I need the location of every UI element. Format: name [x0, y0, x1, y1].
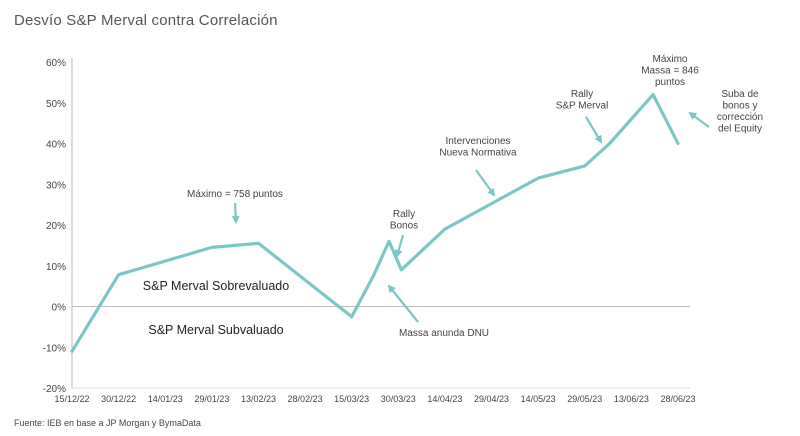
series-line — [70, 92, 680, 353]
y-tick-label: 60% — [46, 58, 66, 69]
region-labels: S&P Merval Sobrevaluado S&P Merval Subval… — [143, 279, 289, 337]
y-tick-label: 50% — [46, 99, 66, 110]
annotation-text: corrección — [717, 112, 763, 123]
annotation-text: Bonos — [390, 221, 418, 232]
annotation-text: del Equity — [718, 124, 762, 135]
y-tick-label: 20% — [46, 221, 66, 232]
series-group — [70, 92, 680, 353]
y-tick-label: 10% — [46, 262, 66, 273]
annotation-text: Massa anunda DNU — [399, 328, 489, 339]
chart-title: Desvío S&P Merval contra Correlación — [14, 12, 278, 29]
x-tick-label: 28/06/23 — [660, 394, 695, 404]
x-tick-labels: 15/12/22 30/12/22 14/01/23 29/01/23 13/02/23… — [54, 394, 695, 404]
annotation-text: Massa = 846 — [641, 66, 699, 77]
annotation-text: Intervenciones — [445, 136, 510, 147]
annotation-arrow — [688, 111, 710, 128]
annotation-arrow — [585, 116, 603, 144]
x-tick-label: 28/02/23 — [288, 394, 323, 404]
annotation-text: S&P Merval — [556, 101, 609, 112]
region-label: S&P Merval Subvaluado — [148, 323, 283, 337]
x-tick-label: 15/03/23 — [334, 394, 369, 404]
x-tick-label: 30/12/22 — [101, 394, 136, 404]
annotation-arrow — [475, 169, 496, 197]
annotation-text: Rally — [393, 209, 415, 220]
annotations-group: Máximo = 758 puntosRallyBonosIntervencio… — [187, 54, 763, 339]
x-tick-label: 29/04/23 — [474, 394, 509, 404]
annotation-arrow — [387, 284, 419, 323]
annotation-text: Máximo = 758 puntos — [187, 189, 283, 200]
x-tick-label: 14/01/23 — [148, 394, 183, 404]
y-tick-label: -10% — [43, 343, 66, 354]
x-tick-label: 14/05/23 — [521, 394, 556, 404]
annotation-text: puntos — [655, 77, 685, 88]
annotation-text: Nueva Normativa — [439, 148, 517, 159]
y-tick-label: 40% — [46, 140, 66, 151]
region-label: S&P Merval Sobrevaluado — [143, 279, 289, 293]
x-tick-label: 14/04/23 — [427, 394, 462, 404]
x-tick-label: 30/03/23 — [381, 394, 416, 404]
annotation-arrow — [231, 202, 240, 224]
y-tick-label: 0% — [52, 303, 67, 314]
annotation-text: Suba de — [721, 89, 759, 100]
y-tick-labels: 60% 50% 40% 30% 20% 10% 0% -10% -20% — [43, 58, 66, 395]
y-tick-label: 30% — [46, 180, 66, 191]
chart-axes — [71, 58, 690, 389]
x-tick-label: 29/05/23 — [567, 394, 602, 404]
chart-source: Fuente: IEB en base a JP Morgan y BymaDa… — [14, 418, 201, 428]
x-tick-label: 15/12/22 — [54, 394, 89, 404]
annotation-text: Máximo — [652, 54, 687, 65]
y-tick-label: -20% — [43, 384, 66, 395]
annotation-arrow — [394, 234, 405, 258]
annotation-text: bonos y — [722, 101, 757, 112]
x-tick-label: 29/01/23 — [194, 394, 229, 404]
annotation-text: Rally — [571, 89, 593, 100]
x-tick-label: 13/02/23 — [241, 394, 276, 404]
x-tick-label: 13/06/23 — [614, 394, 649, 404]
